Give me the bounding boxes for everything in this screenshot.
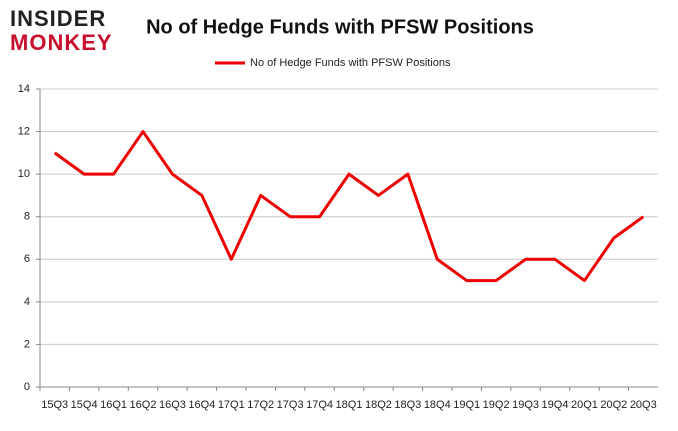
x-tick-label: 19Q1 <box>453 399 480 411</box>
x-tick-label: 19Q3 <box>512 399 539 411</box>
x-tick-label: 19Q4 <box>542 399 569 411</box>
x-tick-label: 16Q2 <box>130 399 157 411</box>
legend-label: No of Hedge Funds with PFSW Positions <box>250 57 451 69</box>
x-tick-label: 20Q3 <box>630 399 657 411</box>
x-tick-label: 15Q3 <box>41 399 68 411</box>
logo-bottom: MONKEY <box>10 30 113 55</box>
x-tick-label: 20Q2 <box>600 399 627 411</box>
y-tick-label: 12 <box>18 125 30 137</box>
x-tick-label: 16Q4 <box>188 399 215 411</box>
x-tick-label: 18Q2 <box>365 399 392 411</box>
y-tick-label: 6 <box>24 253 30 265</box>
y-tick-label: 0 <box>24 381 30 393</box>
y-tick-label: 8 <box>24 211 30 223</box>
y-tick-label: 2 <box>24 338 30 350</box>
x-tick-label: 16Q1 <box>100 399 127 411</box>
x-tick-label: 17Q3 <box>277 399 304 411</box>
x-tick-label: 16Q3 <box>159 399 186 411</box>
y-tick-label: 10 <box>18 168 30 180</box>
logo-top: INSIDER <box>10 6 106 31</box>
x-tick-label: 18Q4 <box>424 399 451 411</box>
y-tick-label: 4 <box>24 296 30 308</box>
x-tick-label: 19Q2 <box>483 399 510 411</box>
x-tick-label: 20Q1 <box>571 399 598 411</box>
x-tick-label: 18Q3 <box>394 399 421 411</box>
x-tick-label: 17Q4 <box>306 399 333 411</box>
chart-title: No of Hedge Funds with PFSW Positions <box>146 16 534 38</box>
x-tick-label: 18Q1 <box>336 399 363 411</box>
x-tick-label: 17Q2 <box>247 399 274 411</box>
x-tick-label: 17Q1 <box>218 399 245 411</box>
data-line <box>53 130 645 283</box>
x-tick-label: 15Q4 <box>71 399 98 411</box>
y-tick-label: 14 <box>18 83 30 95</box>
